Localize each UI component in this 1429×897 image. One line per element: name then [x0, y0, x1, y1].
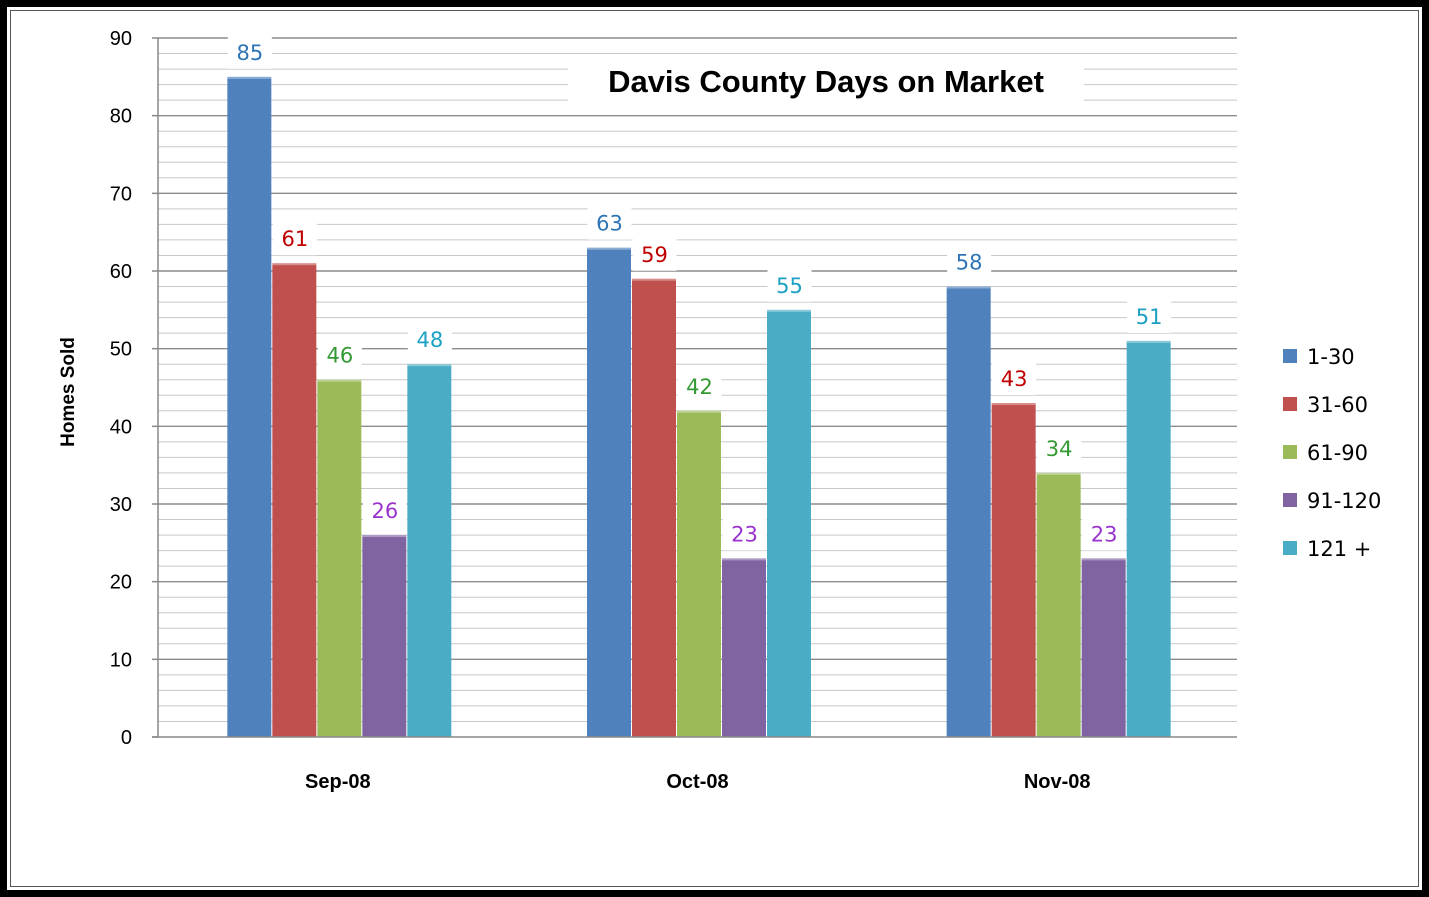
bar-highlight — [1126, 340, 1171, 343]
bar-highlight — [227, 76, 272, 79]
bar — [317, 379, 362, 737]
data-labels: 85 61 46 26 48 63 59 42 23 55 58 43 34 23 51 — [227, 32, 1172, 551]
bar — [587, 247, 631, 737]
bar-highlight — [767, 309, 811, 312]
y-tick-label: 80 — [110, 106, 132, 128]
data-label-bg — [722, 514, 767, 551]
bar — [407, 364, 452, 737]
data-label-bg — [947, 242, 992, 279]
data-label-bg — [767, 265, 812, 302]
data-label: 55 — [776, 274, 803, 298]
y-tick-label: 10 — [110, 649, 132, 671]
data-label-bg — [1127, 296, 1172, 333]
y-tick-label: 30 — [110, 494, 132, 516]
y-tick-labels: 0 10 20 30 40 50 60 70 80 90 — [110, 28, 158, 749]
data-label-bg — [362, 491, 407, 528]
bar — [1126, 340, 1171, 737]
bar — [946, 286, 991, 737]
bar-highlight — [272, 263, 317, 266]
y-tick-label: 60 — [110, 261, 132, 283]
x-tick-labels: Sep-08 Oct-08 Nov-08 — [305, 771, 1090, 793]
legend-swatch — [1283, 397, 1297, 411]
data-label: 23 — [731, 522, 758, 546]
legend: 1-30 31-60 61-90 91-120 121 + — [1283, 345, 1381, 561]
data-label-bg — [992, 359, 1037, 396]
data-label: 34 — [1046, 437, 1073, 461]
legend-label: 1-30 — [1307, 345, 1355, 369]
data-label-bg — [272, 219, 317, 256]
chart-title-box: Davis County Days on Market — [568, 58, 1084, 106]
legend-label: 61-90 — [1307, 441, 1368, 465]
data-label-bg — [587, 203, 632, 240]
bar — [227, 76, 272, 738]
legend-swatch — [1283, 445, 1297, 459]
y-tick-label: 50 — [110, 339, 132, 361]
data-label-bg — [1082, 514, 1127, 551]
data-label: 26 — [371, 499, 398, 523]
legend-label: 121 + — [1307, 537, 1371, 561]
bar — [767, 309, 811, 737]
x-tick-label: Oct-08 — [666, 771, 728, 793]
data-label-bg — [1037, 428, 1082, 465]
bar — [722, 558, 766, 737]
data-label: 63 — [596, 212, 623, 236]
data-label-bg — [407, 320, 452, 357]
legend-label: 91-120 — [1307, 489, 1381, 513]
bars — [227, 76, 1171, 738]
legend-label: 31-60 — [1307, 393, 1368, 417]
data-label: 46 — [326, 344, 353, 368]
legend-swatch — [1283, 349, 1297, 363]
axes — [152, 38, 1237, 738]
bar — [1036, 472, 1081, 737]
y-tick-label: 70 — [110, 183, 132, 205]
data-label: 43 — [1001, 367, 1028, 391]
data-label-bg — [227, 32, 272, 69]
x-tick-label: Nov-08 — [1024, 771, 1091, 793]
bar — [991, 403, 1036, 737]
bar-highlight — [991, 403, 1036, 406]
bar — [632, 278, 676, 737]
data-label: 85 — [236, 41, 263, 65]
data-label-bg — [632, 234, 677, 271]
bar-highlight — [407, 364, 452, 367]
data-label-bg — [317, 335, 362, 372]
data-label: 51 — [1136, 305, 1163, 329]
bar-highlight — [362, 535, 407, 538]
bar-highlight — [1081, 558, 1126, 561]
bar-highlight — [677, 410, 721, 413]
bar-highlight — [632, 278, 676, 281]
bar-highlight — [317, 379, 362, 382]
bar-highlight — [722, 558, 766, 561]
bar — [272, 263, 317, 737]
bar — [677, 410, 721, 737]
data-label: 48 — [416, 328, 443, 352]
y-tick-label: 0 — [121, 727, 132, 749]
data-label-bg — [677, 366, 722, 403]
data-label: 23 — [1091, 522, 1118, 546]
bar — [1081, 558, 1126, 737]
bar-highlight — [587, 247, 631, 250]
legend-swatch — [1283, 493, 1297, 507]
x-tick-label: Sep-08 — [305, 771, 371, 793]
legend-swatch — [1283, 541, 1297, 555]
data-label: 42 — [686, 375, 713, 399]
bar — [362, 535, 407, 737]
bar-highlight — [946, 286, 991, 289]
data-label: 59 — [641, 243, 668, 267]
y-tick-label: 20 — [110, 572, 132, 594]
data-label: 58 — [956, 251, 983, 275]
chart-title: Davis County Days on Market — [608, 64, 1044, 99]
bar-highlight — [1036, 472, 1081, 475]
y-tick-label: 90 — [110, 28, 132, 50]
data-label: 61 — [281, 227, 308, 251]
y-tick-label: 40 — [110, 416, 132, 438]
y-axis-label: Homes Sold — [58, 337, 79, 447]
